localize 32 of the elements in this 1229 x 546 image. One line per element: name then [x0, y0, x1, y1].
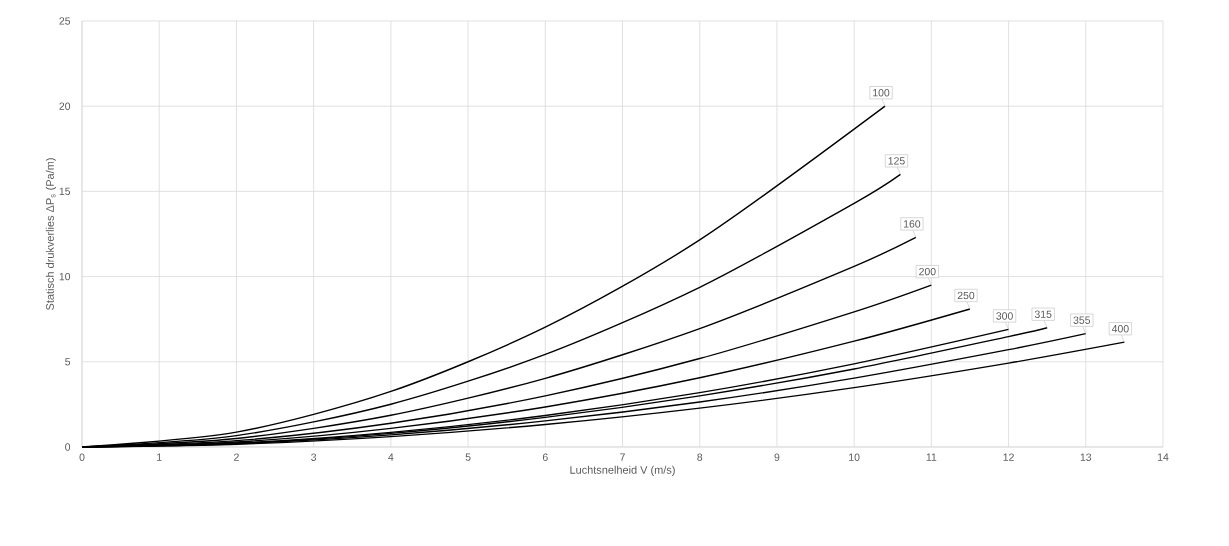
x-tick-label: 12	[1003, 453, 1014, 461]
x-tick-label: 14	[1157, 453, 1169, 461]
y-tick-label: 0	[65, 443, 71, 451]
series-label: 400	[1111, 325, 1129, 333]
x-tick-label: 10	[849, 453, 860, 461]
series-label: 160	[903, 220, 921, 228]
x-tick-label: 11	[926, 453, 937, 461]
x-tick-label: 5	[465, 453, 471, 461]
series-label: 355	[1073, 316, 1091, 324]
x-tick-label: 13	[1080, 453, 1092, 461]
y-tick-label: 25	[59, 17, 71, 25]
y-axis-title: Statisch drukverlies ΔP$_{s}$ (Pa/m)	[45, 158, 57, 310]
x-tick-label: 4	[388, 453, 394, 461]
series-label: 100	[873, 89, 890, 97]
y-tick-label: 5	[65, 358, 71, 366]
y-tick-label: 15	[59, 187, 71, 196]
x-tick-label: 9	[774, 453, 780, 461]
y-tick-label: 10	[59, 272, 71, 281]
series-label: 250	[957, 291, 975, 300]
x-axis-title: Luchtsnelheid V (m/s)	[570, 465, 675, 476]
series-label: 125	[888, 157, 905, 165]
x-tick-label: 3	[311, 453, 317, 461]
series-label: 300	[996, 312, 1013, 320]
x-tick-label: 1	[157, 453, 162, 461]
x-tick-label: 2	[234, 453, 239, 461]
series-label: 315	[1034, 310, 1052, 318]
x-tick-label: 7	[620, 453, 625, 461]
y-tick-label: 20	[59, 102, 71, 110]
x-tick-label: 8	[697, 453, 703, 461]
series-label: 200	[919, 267, 936, 276]
x-tick-label: 6	[542, 453, 548, 461]
x-tick-label: 0	[79, 453, 85, 461]
